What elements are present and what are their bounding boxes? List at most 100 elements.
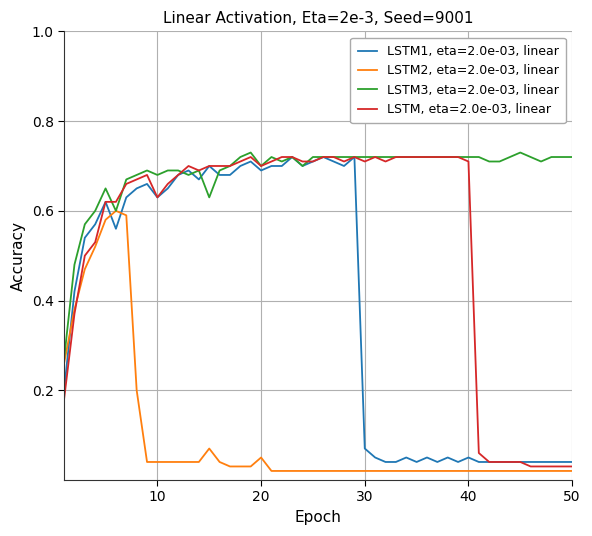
- LSTM, eta=2.0e-03, linear: [538, 463, 545, 470]
- LSTM2, eta=2.0e-03, linear: [361, 468, 368, 474]
- LSTM2, eta=2.0e-03, linear: [81, 266, 88, 272]
- LSTM3, eta=2.0e-03, linear: [506, 154, 513, 160]
- LSTM1, eta=2.0e-03, linear: [299, 163, 306, 169]
- LSTM3, eta=2.0e-03, linear: [92, 207, 99, 214]
- LSTM, eta=2.0e-03, linear: [278, 154, 285, 160]
- LSTM3, eta=2.0e-03, linear: [568, 154, 575, 160]
- LSTM2, eta=2.0e-03, linear: [123, 212, 130, 219]
- LSTM2, eta=2.0e-03, linear: [568, 468, 575, 474]
- LSTM3, eta=2.0e-03, linear: [320, 154, 327, 160]
- LSTM, eta=2.0e-03, linear: [403, 154, 410, 160]
- LSTM1, eta=2.0e-03, linear: [444, 455, 451, 461]
- LSTM1, eta=2.0e-03, linear: [205, 163, 213, 169]
- LSTM, eta=2.0e-03, linear: [205, 163, 213, 169]
- LSTM2, eta=2.0e-03, linear: [506, 468, 513, 474]
- LSTM1, eta=2.0e-03, linear: [195, 176, 202, 183]
- LSTM2, eta=2.0e-03, linear: [455, 468, 462, 474]
- LSTM2, eta=2.0e-03, linear: [268, 468, 275, 474]
- LSTM3, eta=2.0e-03, linear: [289, 154, 296, 160]
- LSTM1, eta=2.0e-03, linear: [372, 455, 379, 461]
- LSTM3, eta=2.0e-03, linear: [382, 154, 389, 160]
- LSTM2, eta=2.0e-03, linear: [413, 468, 420, 474]
- LSTM1, eta=2.0e-03, linear: [175, 172, 182, 178]
- LSTM3, eta=2.0e-03, linear: [548, 154, 555, 160]
- LSTM2, eta=2.0e-03, linear: [92, 243, 99, 250]
- LSTM1, eta=2.0e-03, linear: [340, 163, 348, 169]
- LSTM3, eta=2.0e-03, linear: [361, 154, 368, 160]
- LSTM2, eta=2.0e-03, linear: [392, 468, 400, 474]
- LSTM1, eta=2.0e-03, linear: [143, 181, 150, 187]
- LSTM3, eta=2.0e-03, linear: [237, 154, 244, 160]
- LSTM3, eta=2.0e-03, linear: [392, 154, 400, 160]
- LSTM, eta=2.0e-03, linear: [527, 463, 534, 470]
- LSTM3, eta=2.0e-03, linear: [216, 167, 223, 174]
- LSTM2, eta=2.0e-03, linear: [247, 463, 255, 470]
- LSTM1, eta=2.0e-03, linear: [330, 158, 337, 165]
- LSTM, eta=2.0e-03, linear: [195, 167, 202, 174]
- LSTM, eta=2.0e-03, linear: [299, 158, 306, 165]
- LSTM3, eta=2.0e-03, linear: [226, 163, 233, 169]
- LSTM1, eta=2.0e-03, linear: [475, 459, 482, 465]
- LSTM1, eta=2.0e-03, linear: [102, 199, 109, 205]
- LSTM1, eta=2.0e-03, linear: [320, 154, 327, 160]
- LSTM, eta=2.0e-03, linear: [60, 396, 67, 403]
- LSTM2, eta=2.0e-03, linear: [444, 468, 451, 474]
- LSTM1, eta=2.0e-03, linear: [216, 172, 223, 178]
- LSTM1, eta=2.0e-03, linear: [548, 459, 555, 465]
- LSTM, eta=2.0e-03, linear: [568, 463, 575, 470]
- LSTM2, eta=2.0e-03, linear: [71, 306, 78, 312]
- LSTM, eta=2.0e-03, linear: [548, 463, 555, 470]
- LSTM, eta=2.0e-03, linear: [320, 154, 327, 160]
- LSTM2, eta=2.0e-03, linear: [154, 459, 161, 465]
- LSTM, eta=2.0e-03, linear: [485, 459, 493, 465]
- LSTM3, eta=2.0e-03, linear: [475, 154, 482, 160]
- LSTM1, eta=2.0e-03, linear: [485, 459, 493, 465]
- LSTM3, eta=2.0e-03, linear: [258, 163, 265, 169]
- LSTM1, eta=2.0e-03, linear: [568, 459, 575, 465]
- LSTM, eta=2.0e-03, linear: [237, 158, 244, 165]
- LSTM1, eta=2.0e-03, linear: [538, 459, 545, 465]
- LSTM1, eta=2.0e-03, linear: [289, 154, 296, 160]
- LSTM1, eta=2.0e-03, linear: [527, 459, 534, 465]
- LSTM2, eta=2.0e-03, linear: [558, 468, 565, 474]
- LSTM3, eta=2.0e-03, linear: [123, 176, 130, 183]
- LSTM3, eta=2.0e-03, linear: [413, 154, 420, 160]
- LSTM3, eta=2.0e-03, linear: [444, 154, 451, 160]
- LSTM3, eta=2.0e-03, linear: [423, 154, 430, 160]
- LSTM, eta=2.0e-03, linear: [465, 158, 472, 165]
- LSTM, eta=2.0e-03, linear: [216, 163, 223, 169]
- LSTM1, eta=2.0e-03, linear: [413, 459, 420, 465]
- LSTM3, eta=2.0e-03, linear: [205, 194, 213, 200]
- LSTM2, eta=2.0e-03, linear: [340, 468, 348, 474]
- LSTM3, eta=2.0e-03, linear: [372, 154, 379, 160]
- LSTM1, eta=2.0e-03, linear: [123, 194, 130, 200]
- LSTM2, eta=2.0e-03, linear: [164, 459, 171, 465]
- LSTM1, eta=2.0e-03, linear: [506, 459, 513, 465]
- LSTM, eta=2.0e-03, linear: [361, 158, 368, 165]
- LSTM3, eta=2.0e-03, linear: [175, 167, 182, 174]
- LSTM1, eta=2.0e-03, linear: [423, 455, 430, 461]
- LSTM, eta=2.0e-03, linear: [71, 311, 78, 317]
- LSTM3, eta=2.0e-03, linear: [517, 150, 524, 156]
- LSTM3, eta=2.0e-03, linear: [434, 154, 441, 160]
- LSTM1, eta=2.0e-03, linear: [237, 163, 244, 169]
- LSTM, eta=2.0e-03, linear: [517, 459, 524, 465]
- LSTM1, eta=2.0e-03, linear: [247, 158, 255, 165]
- LSTM1, eta=2.0e-03, linear: [278, 163, 285, 169]
- LSTM3, eta=2.0e-03, linear: [496, 158, 503, 165]
- LSTM, eta=2.0e-03, linear: [112, 199, 120, 205]
- LSTM2, eta=2.0e-03, linear: [289, 468, 296, 474]
- LSTM2, eta=2.0e-03, linear: [496, 468, 503, 474]
- LSTM2, eta=2.0e-03, linear: [517, 468, 524, 474]
- LSTM, eta=2.0e-03, linear: [175, 172, 182, 178]
- LSTM, eta=2.0e-03, linear: [258, 163, 265, 169]
- LSTM1, eta=2.0e-03, linear: [496, 459, 503, 465]
- LSTM1, eta=2.0e-03, linear: [310, 158, 317, 165]
- LSTM1, eta=2.0e-03, linear: [60, 387, 67, 393]
- LSTM2, eta=2.0e-03, linear: [102, 217, 109, 223]
- LSTM3, eta=2.0e-03, linear: [455, 154, 462, 160]
- LSTM1, eta=2.0e-03, linear: [71, 288, 78, 295]
- X-axis label: Epoch: Epoch: [295, 510, 342, 525]
- LSTM2, eta=2.0e-03, linear: [143, 459, 150, 465]
- LSTM, eta=2.0e-03, linear: [330, 154, 337, 160]
